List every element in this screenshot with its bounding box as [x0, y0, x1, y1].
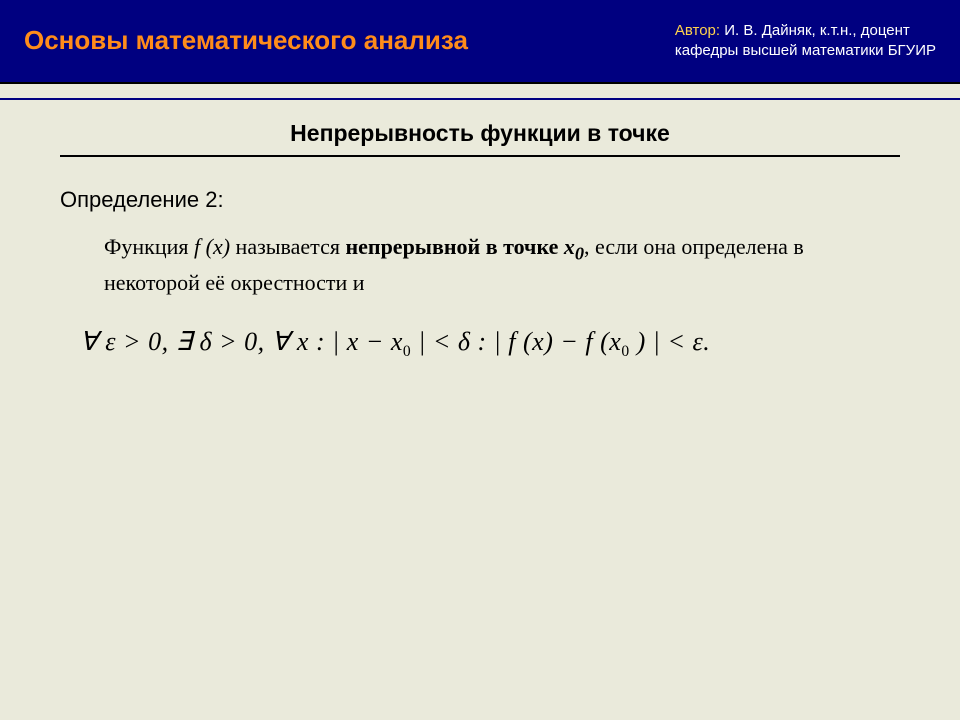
section-rule	[60, 155, 900, 157]
definition-label: Определение 2:	[60, 187, 900, 213]
definition-bold: непрерывной в точке	[345, 234, 563, 259]
definition-body: Функция f (x) называется непрерывной в т…	[104, 231, 900, 299]
author-block: Автор: И. В. Дайняк, к.т.н., доцент кафе…	[675, 21, 936, 62]
header-bar: Основы математического анализа Автор: И.…	[0, 0, 960, 84]
author-name: И. В. Дайняк, к.т.н., доцент	[724, 22, 910, 39]
formula-part-1: ∀ ε > 0,	[80, 327, 169, 356]
formula-part-2: ∃ δ > 0,	[176, 327, 265, 356]
definition-x0: x0	[564, 234, 584, 259]
formula-part-3: ∀ x : | x − x	[272, 327, 403, 356]
formula: ∀ ε > 0, ∃ δ > 0, ∀ x : | x − x0 | < δ :…	[80, 327, 900, 361]
content: Непрерывность функции в точке Определени…	[0, 100, 960, 361]
author-label: Автор:	[675, 22, 720, 39]
definition-text-1: Функция	[104, 234, 194, 259]
definition-text-2: называется	[236, 234, 346, 259]
author-affiliation: кафедры высшей математики БГУИР	[675, 42, 936, 59]
definition-fx: f (x)	[194, 234, 230, 259]
header-underline	[0, 84, 960, 100]
formula-part-4: | < δ : | f (x) − f (x	[411, 327, 621, 356]
course-title: Основы математического анализа	[24, 25, 468, 56]
formula-part-5: ) | < ε.	[630, 327, 711, 356]
section-title: Непрерывность функции в точке	[60, 120, 900, 147]
